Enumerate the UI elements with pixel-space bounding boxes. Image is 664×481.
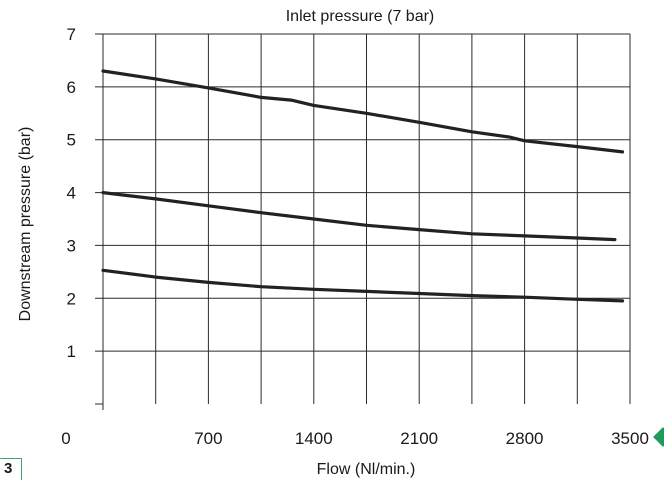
x-tick-label: 3500: [611, 429, 649, 448]
y-tick-label: 2: [67, 289, 76, 308]
y-tick-label: 3: [67, 236, 76, 255]
y-tick-label: 6: [67, 78, 76, 97]
grid: [95, 33, 631, 404]
x-tick-label: 2100: [400, 429, 438, 448]
x-axis-ticks: 0 700 1400 2100 2800 3500: [61, 429, 649, 448]
series-group: [101, 69, 625, 303]
x-axis-title: Flow (Nl/min.): [317, 461, 416, 478]
figure-number-badge: 3: [0, 458, 22, 480]
chart-title: Inlet pressure (7 bar): [286, 8, 435, 25]
y-tick-label: 5: [67, 131, 76, 150]
series-line-2: [101, 191, 617, 242]
series-line-3: [101, 268, 625, 303]
series-line-1: [101, 69, 625, 154]
plot-frame: [95, 34, 631, 410]
x-tick-label: 2800: [506, 429, 544, 448]
x-tick-label: 700: [194, 429, 222, 448]
x-tick-label: 0: [61, 429, 70, 448]
y-axis-title: Downstream pressure (bar): [17, 127, 34, 322]
y-tick-label: 1: [67, 342, 76, 361]
y-axis-ticks: 1 2 3 4 5 6 7: [67, 25, 76, 361]
y-tick-label: 7: [67, 25, 76, 44]
y-tick-label: 4: [67, 184, 76, 203]
x-tick-label: 1400: [295, 429, 333, 448]
